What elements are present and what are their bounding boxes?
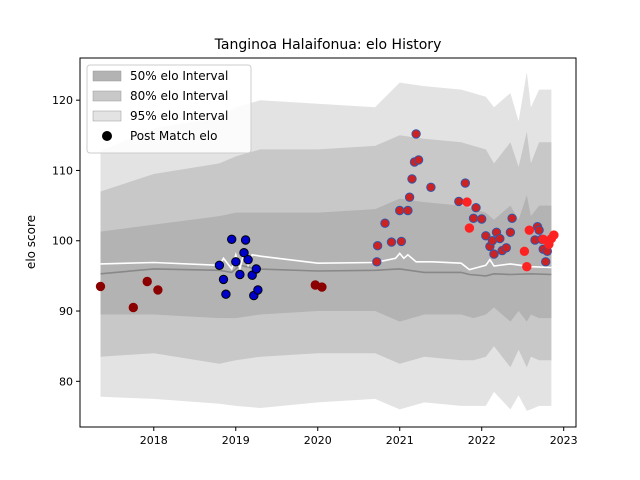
post-match-point	[541, 257, 551, 267]
y-tick-label: 90	[59, 305, 73, 318]
post-match-point	[243, 255, 253, 265]
plot-frame	[79, 57, 577, 428]
post-match-point	[372, 257, 382, 267]
x-tick-label: 2023	[550, 434, 578, 447]
post-match-point	[214, 260, 225, 270]
post-match-point	[462, 197, 472, 207]
legend-swatch	[92, 70, 122, 82]
interval-band-2	[100, 195, 552, 322]
post-match-point	[239, 248, 249, 258]
post-match-point	[495, 233, 505, 244]
post-match-point	[522, 262, 532, 272]
post-match-point	[395, 205, 405, 216]
post-match-point	[227, 234, 237, 245]
post-match-point	[240, 235, 251, 245]
post-match-point	[464, 223, 475, 233]
post-match-point	[507, 213, 517, 224]
chart-title: Tanginoa Halaifonua: elo History	[214, 37, 442, 53]
post-match-point	[218, 274, 229, 285]
x-axis: 2018 2019 2020 2021 2022 2023	[140, 427, 578, 447]
post-match-point	[426, 182, 436, 193]
legend-marker	[102, 131, 112, 141]
x-tick-label: 2018	[140, 434, 168, 447]
y-tick-label: 110	[52, 164, 73, 177]
legend-label: 50% elo Interval	[130, 69, 228, 83]
post-match-point	[317, 282, 327, 292]
x-tick-label: 2020	[304, 434, 332, 447]
y-axis: 80 90 100 110 120	[52, 94, 80, 388]
post-match-point	[128, 302, 139, 313]
legend: 50% elo Interval 80% elo Interval 95% elo …	[86, 64, 252, 154]
y-tick-label: 120	[52, 94, 73, 107]
post-match-point	[251, 264, 261, 274]
post-match-point	[95, 281, 106, 292]
post-match-point	[411, 129, 421, 139]
y-tick-label: 100	[52, 235, 73, 248]
post-match-point	[481, 231, 491, 241]
y-axis-label: elo score	[24, 215, 38, 269]
post-match-point	[501, 243, 511, 253]
post-match-point	[386, 237, 397, 247]
post-match-point	[396, 236, 407, 247]
post-match-point	[142, 276, 152, 287]
post-match-point	[153, 285, 163, 295]
legend-label: 80% elo Interval	[130, 89, 228, 103]
post-match-point	[519, 246, 530, 257]
legend-label: Post Match elo	[130, 129, 217, 143]
x-tick-label: 2021	[386, 434, 414, 447]
x-tick-label: 2019	[222, 434, 250, 447]
post-match-point	[403, 205, 413, 216]
y-tick-label: 80	[59, 375, 73, 388]
post-match-point	[380, 218, 390, 228]
post-match-point	[221, 289, 231, 299]
post-match-point	[489, 249, 499, 259]
post-match-point	[468, 213, 479, 224]
legend-label: 95% elo Interval	[130, 109, 228, 123]
post-match-point	[404, 192, 415, 202]
post-match-point	[549, 230, 559, 240]
x-tick-label: 2022	[468, 434, 496, 447]
post-match-point	[231, 257, 241, 267]
legend-box	[86, 64, 252, 154]
post-match-point	[253, 285, 263, 295]
mean-elo-line	[100, 264, 552, 277]
post-match-point	[460, 178, 470, 188]
post-match-point	[372, 241, 383, 251]
post-match-point	[477, 214, 487, 224]
post-match-point	[524, 225, 534, 235]
plot-area	[95, 72, 559, 411]
post-match-point	[413, 155, 424, 165]
post-match-point	[505, 227, 516, 238]
legend-swatch	[92, 110, 122, 122]
post-match-point	[534, 225, 544, 235]
post-match-point	[454, 196, 464, 207]
post-match-point	[407, 174, 417, 184]
post-match-point	[471, 203, 481, 213]
post-match-point	[235, 269, 245, 280]
legend-swatch	[92, 90, 122, 102]
